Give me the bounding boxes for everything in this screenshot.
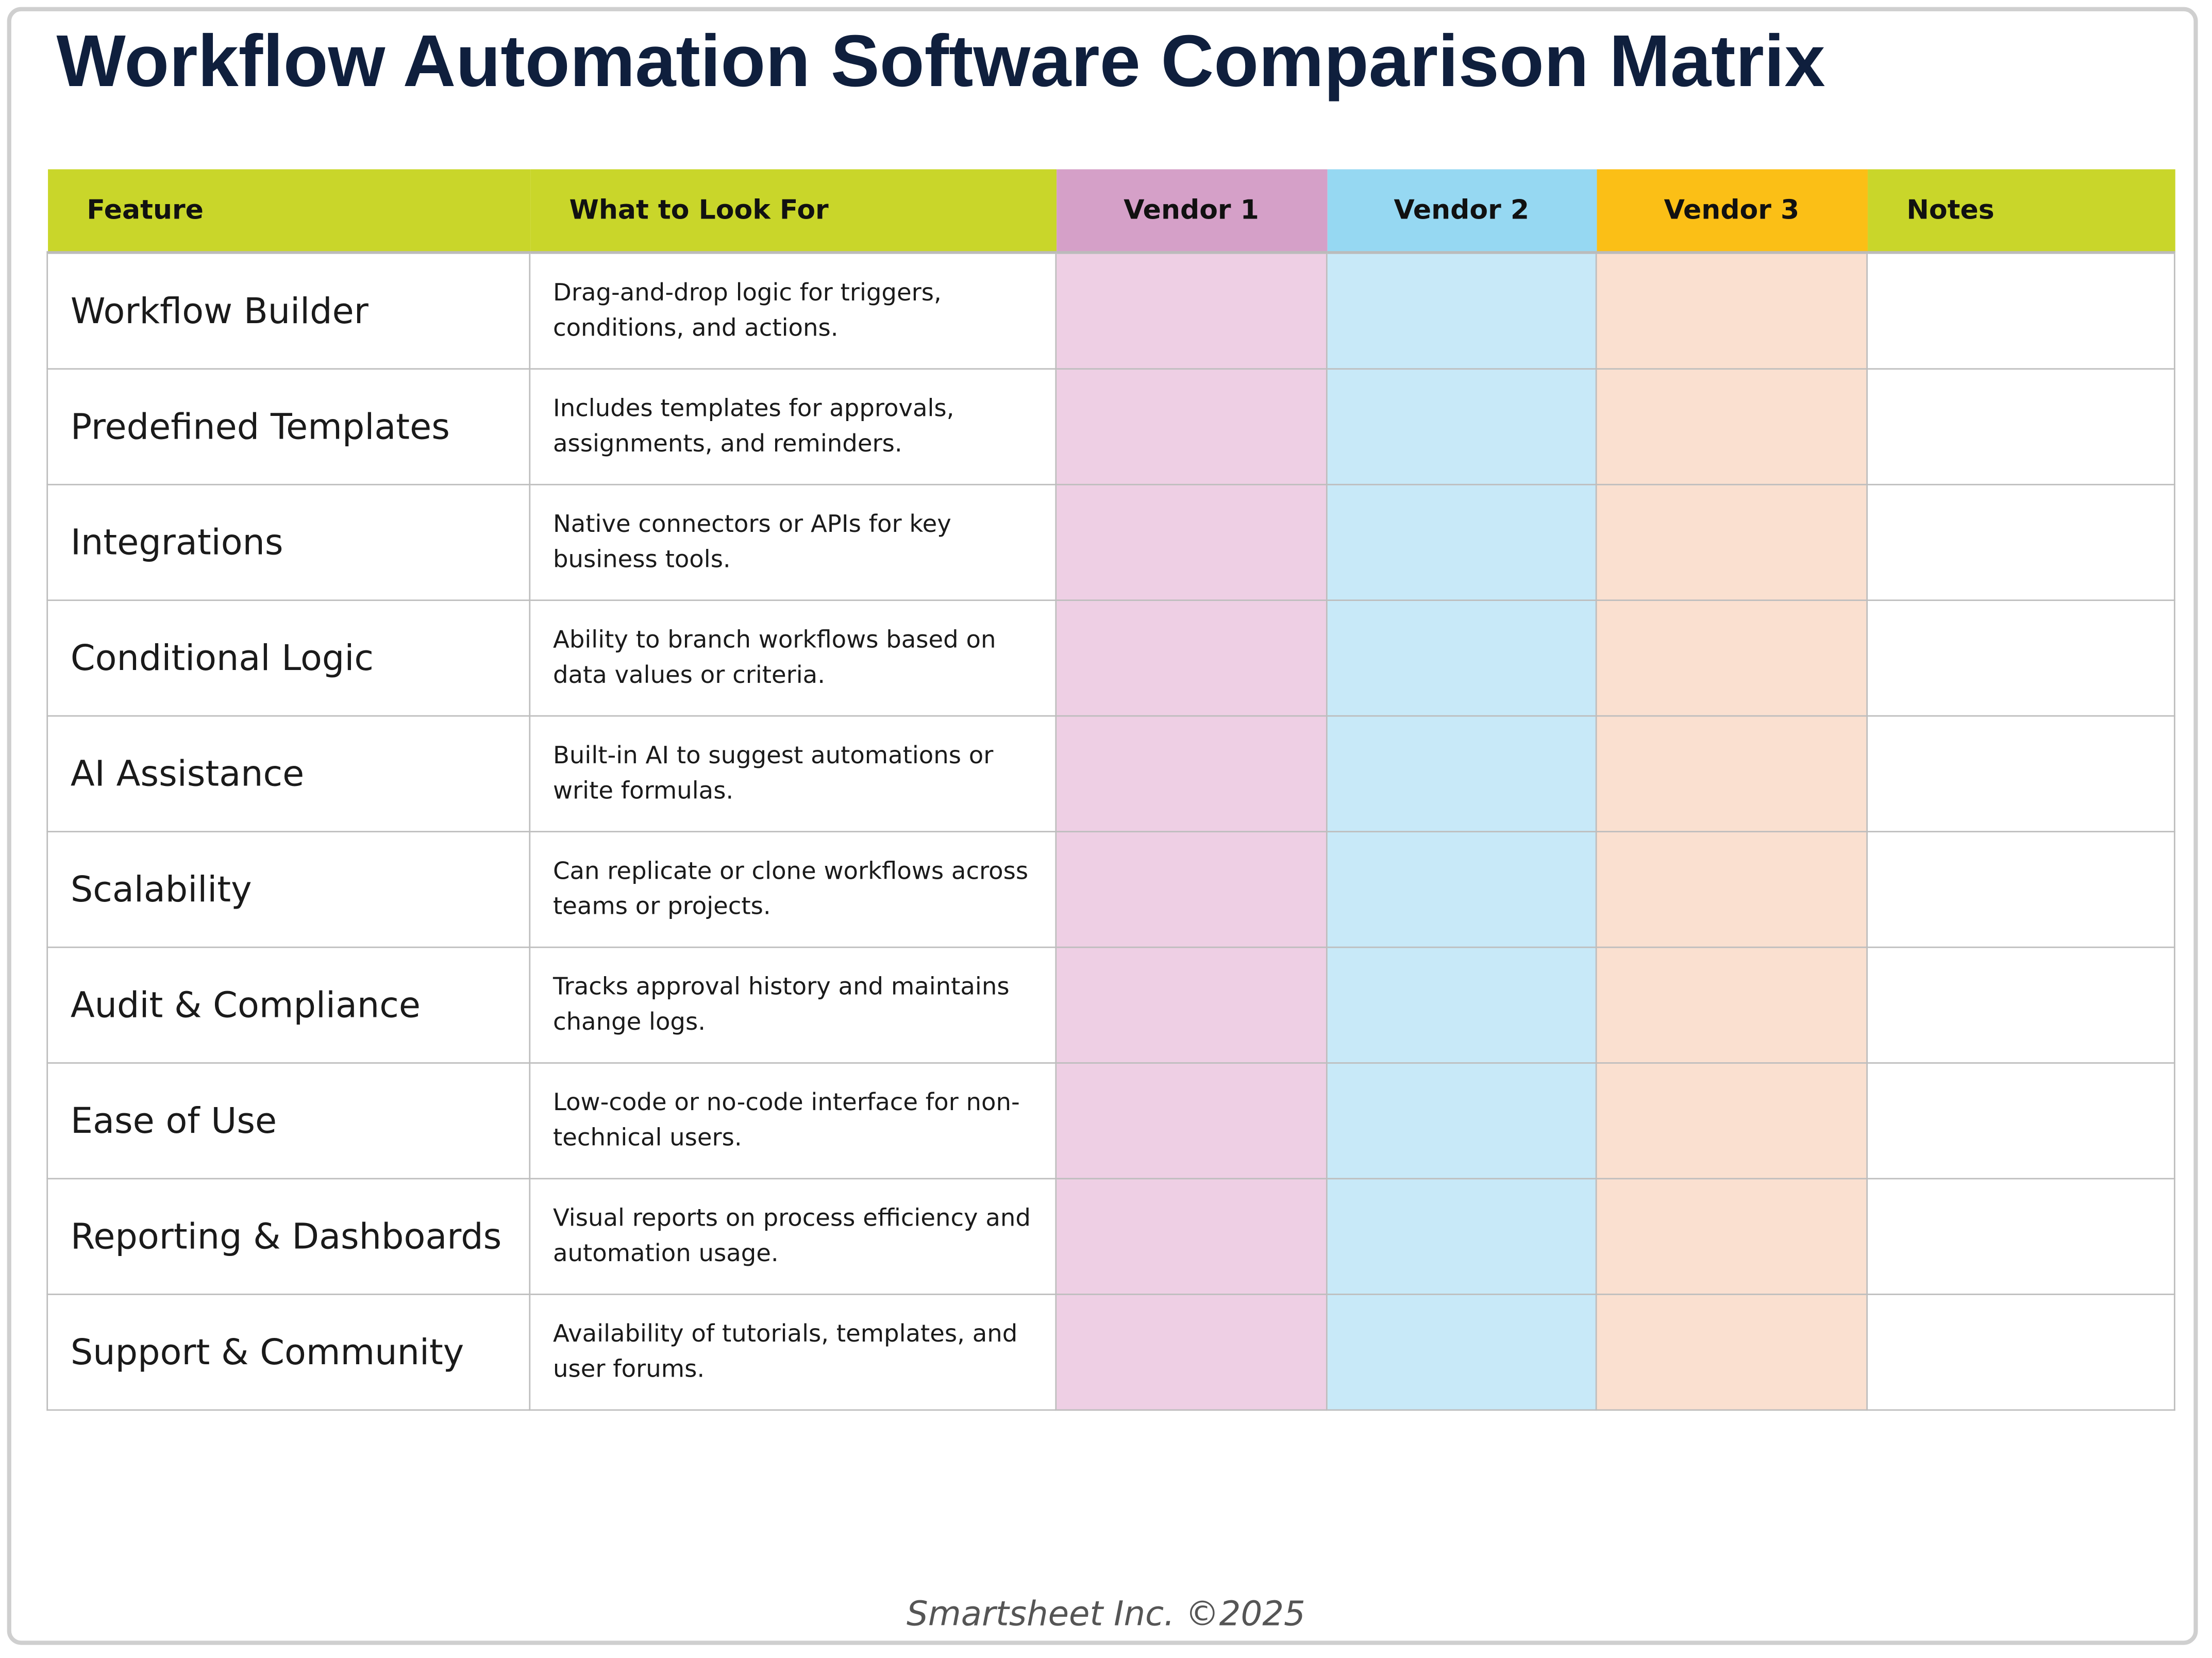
empty-cell [1326,831,1597,948]
criteria-cell: Includes templates for approvals, assign… [529,369,1057,485]
empty-cell [1595,1294,1868,1411]
row: Audit & Compliance Tracks approval histor… [46,947,2175,1064]
feature-cell: Conditional Logic [46,600,531,717]
title: Workflow Automation Software Comparison … [56,21,1825,103]
empty-cell [1055,1063,1328,1180]
row: Integrations Native connectors or APIs fo… [46,484,2175,601]
empty-cell [1595,947,1868,1064]
criteria-cell: Tracks approval history and maintains ch… [529,947,1057,1064]
column-header: Feature [47,169,530,254]
column-header: Vendor 3 [1596,169,1867,254]
criteria-cell: Drag-and-drop logic for triggers, condit… [529,252,1057,370]
row: Scalability Can replicate or clone workfl… [46,831,2175,948]
empty-cell [1055,600,1328,717]
feature-cell: AI Assistance [46,716,531,832]
empty-cell [1326,1178,1597,1295]
empty-cell [1326,252,1597,370]
column-header: Notes [1867,169,2175,254]
empty-cell [1326,1294,1597,1411]
empty-cell [1866,1294,2175,1411]
feature-cell: Predefined Templates [46,369,531,485]
row: Conditional Logic Ability to branch workf… [46,600,2175,717]
empty-cell [1055,947,1328,1064]
empty-cell [1866,252,2175,370]
criteria-cell: Low-code or no-code interface for non-te… [529,1063,1057,1180]
empty-cell [1055,831,1328,948]
criteria-cell: Ability to branch workflows based on dat… [529,600,1057,717]
empty-cell [1055,716,1328,832]
feature-cell: Support & Community [46,1294,531,1411]
empty-cell [1326,600,1597,717]
feature-cell: Reporting & Dashboards [46,1178,531,1295]
column-header: What to Look For [529,169,1056,254]
criteria-cell: Can replicate or clone workflows across … [529,831,1057,948]
feature-cell: Ease of Use [46,1063,531,1180]
empty-cell [1595,831,1868,948]
empty-cell [1055,252,1328,370]
frame [7,7,2198,1645]
row: Support & Community Availability of tutor… [46,1294,2175,1411]
empty-cell [1326,1063,1597,1180]
empty-cell [1055,484,1328,601]
empty-cell [1866,1063,2175,1180]
empty-cell [1866,369,2175,485]
criteria-cell: Availability of tutorials, templates, an… [529,1294,1057,1411]
empty-cell [1866,947,2175,1064]
criteria-cell: Visual reports on process efficiency and… [529,1178,1057,1295]
empty-cell [1595,1063,1868,1180]
criteria-cell: Native connectors or APIs for key busine… [529,484,1057,601]
column-header: Vendor 2 [1327,169,1597,254]
empty-cell [1595,252,1868,370]
row: Reporting & Dashboards Visual reports on … [46,1178,2175,1295]
feature-cell: Integrations [46,484,531,601]
row: AI Assistance Built-in AI to suggest auto… [46,716,2175,832]
empty-cell [1326,369,1597,485]
column-header: Vendor 1 [1055,169,1327,254]
empty-cell [1866,1178,2175,1295]
row: Ease of Use Low-code or no-code interface… [46,1063,2175,1180]
empty-cell [1326,484,1597,601]
empty-cell [1866,600,2175,717]
empty-cell [1326,716,1597,832]
empty-cell [1595,369,1868,485]
empty-cell [1866,484,2175,601]
empty-cell [1055,369,1328,485]
criteria-cell: Built-in AI to suggest automations or wr… [529,716,1057,832]
feature-cell: Scalability [46,831,531,948]
empty-cell [1866,716,2175,832]
feature-cell: Audit & Compliance [46,947,531,1064]
empty-cell [1055,1294,1328,1411]
empty-cell [1326,947,1597,1064]
empty-cell [1595,716,1868,832]
row: Workflow Builder Drag-and-drop logic for … [46,252,2175,370]
empty-cell [1595,600,1868,717]
table-body: Workflow Builder Drag-and-drop logic for … [46,252,2175,1411]
empty-cell [1595,1178,1868,1295]
footer: Smartsheet Inc. ©2025 [907,1594,1305,1634]
feature-cell: Workflow Builder [46,252,531,370]
empty-cell [1055,1178,1328,1295]
empty-cell [1595,484,1868,601]
empty-cell [1866,831,2175,948]
row: Predefined Templates Includes templates f… [46,369,2175,485]
